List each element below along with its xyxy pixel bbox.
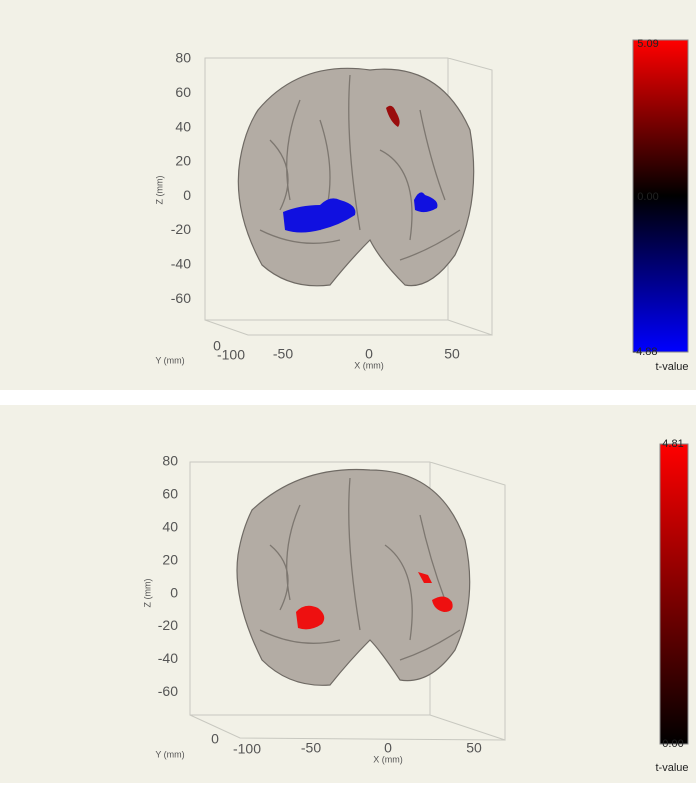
blob-positive [386, 105, 400, 127]
colorbar-label: 4.81 [662, 438, 683, 450]
z-axis-label: Z (mm) [142, 579, 152, 608]
z-tick-label: -60 [171, 290, 191, 306]
x-tick-label: 50 [444, 346, 460, 362]
z-tick-label: 20 [162, 551, 178, 567]
colorbar-label: -4.88 [632, 346, 657, 358]
z-tick-label: -60 [158, 683, 178, 699]
colorbar-label: 0.00 [637, 191, 658, 203]
z-tick-label: 0 [183, 187, 191, 203]
x-tick-label: 0 [384, 740, 392, 756]
colorbar [632, 39, 689, 353]
y-tick-label: 0 [211, 731, 219, 747]
x-axis-label: X (mm) [373, 754, 403, 764]
z-tick-label: 40 [175, 118, 191, 134]
z-axis-label: Z (mm) [154, 176, 164, 205]
z-tick-label: 60 [175, 84, 191, 100]
z-tick-label: 80 [175, 50, 191, 66]
y-tick-label: 0 [213, 338, 221, 354]
z-tick-label: 0 [170, 584, 178, 600]
blob-positive [418, 572, 432, 583]
brain [236, 468, 471, 686]
z-tick-label: -40 [158, 650, 178, 666]
blob-negative [414, 192, 438, 213]
z-tick-label: -20 [158, 617, 178, 633]
axes-box [204, 57, 493, 336]
axes-box [189, 461, 506, 741]
colorbar-title: t-value [655, 762, 688, 774]
z-tick-label: 80 [162, 453, 178, 469]
x-tick-label: -50 [273, 346, 293, 362]
blob-positive [296, 605, 325, 630]
x-tick-label: 0 [365, 346, 373, 362]
blob-negative [283, 198, 356, 233]
colorbar-title: t-value [655, 361, 688, 373]
y-axis-label: Y (mm) [155, 355, 184, 365]
x-axis-label: X (mm) [354, 360, 384, 370]
z-tick-label: -40 [171, 256, 191, 272]
x-tick-label: -50 [301, 740, 321, 756]
z-tick-label: 20 [175, 153, 191, 169]
blob-positive [432, 596, 453, 612]
brain [237, 67, 475, 287]
z-tick-label: 40 [162, 519, 178, 535]
colorbar-label: 0.00 [662, 738, 683, 750]
z-tick-label: -20 [171, 221, 191, 237]
y-tick-label: -100 [233, 741, 261, 757]
z-tick-label: 60 [162, 486, 178, 502]
y-axis-label: Y (mm) [155, 749, 184, 759]
colorbar [659, 443, 689, 745]
y-tick-label: -100 [217, 347, 245, 363]
x-tick-label: 50 [466, 740, 482, 756]
colorbar-label: 5.09 [637, 38, 658, 50]
